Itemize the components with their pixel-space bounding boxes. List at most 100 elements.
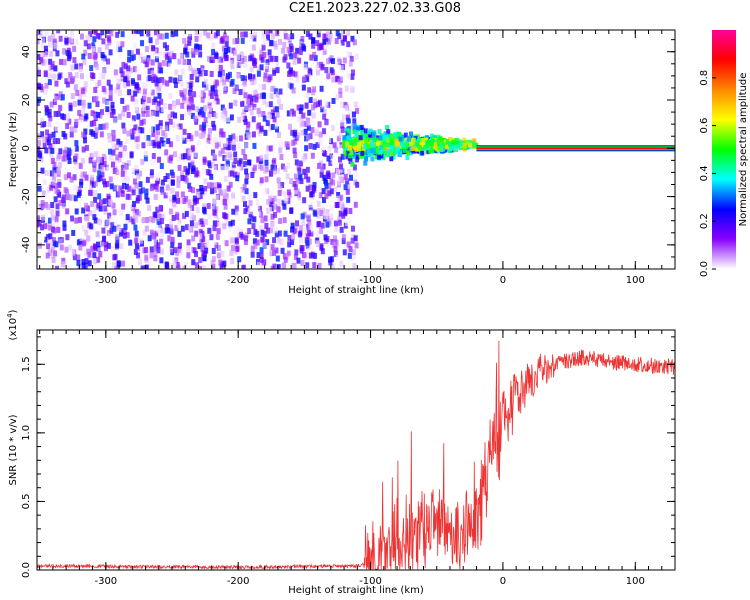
spectrogram-cell: [112, 209, 117, 216]
spectrogram-cell: [313, 210, 318, 217]
spectrogram-cell: [47, 248, 52, 255]
spectrogram-cell: [256, 65, 261, 72]
spectrogram-cell: [93, 132, 98, 139]
spectrogram-cell: [297, 167, 302, 174]
spectrogram-cell: [160, 213, 165, 220]
spectrogram-cell: [163, 175, 168, 182]
spectrogram-cell: [103, 245, 108, 252]
spectrogram-cell: [145, 111, 150, 118]
y-tick-label: 1.5: [21, 356, 32, 372]
spectrogram-cell: [220, 165, 225, 172]
spectrogram-cell: [317, 53, 322, 60]
spectrogram-cell: [121, 122, 126, 129]
spectrogram-cell: [69, 262, 74, 269]
spectrogram-cell: [203, 35, 208, 42]
spectrogram-cell: [352, 164, 357, 171]
spectrogram-cell: [140, 158, 145, 165]
spectrogram-cell: [134, 188, 139, 195]
spectrogram-cell: [66, 193, 71, 200]
spectrogram-cell: [158, 82, 163, 89]
spectrogram-cell: [198, 44, 203, 51]
spectrogram-cell: [103, 208, 108, 215]
spectrogram-cell: [159, 238, 164, 245]
spectrogram-cell: [363, 144, 368, 150]
spectrogram-cell: [202, 255, 207, 262]
spectrogram-cell: [352, 263, 357, 269]
spectrogram-cell: [150, 159, 155, 166]
spectrogram-cell: [66, 217, 71, 224]
spectrogram-cell: [203, 116, 208, 123]
spectrogram-cell: [214, 94, 219, 101]
spectrogram-cell: [273, 203, 278, 210]
spectrogram-cell: [192, 151, 197, 158]
spectrogram-cell: [283, 166, 288, 173]
spectrogram-cell: [168, 178, 173, 185]
spectrogram-cell: [135, 173, 140, 180]
spectrogram-cell: [106, 166, 111, 173]
spectrogram-cell: [347, 108, 352, 115]
spectrogram-cell: [52, 98, 57, 105]
spectrogram-cell: [111, 129, 116, 136]
spectrogram-cell: [330, 69, 335, 76]
spectrogram-cell: [180, 153, 185, 160]
spectrogram-cell: [115, 154, 120, 161]
spectrogram-cell: [170, 111, 175, 118]
spectrogram-cell: [289, 46, 294, 53]
spectrogram-cell: [74, 38, 79, 45]
spectrogram-cell: [282, 217, 287, 224]
spectrogram-cell: [120, 190, 125, 197]
spectrogram-cell: [103, 49, 108, 56]
spectrogram-cell: [351, 253, 356, 260]
spectrogram-cell: [371, 147, 376, 153]
spectrogram-cell: [235, 44, 240, 51]
spectrogram-cell: [220, 76, 225, 83]
spectrogram-cells: [37, 30, 675, 269]
spectrogram-cell: [376, 154, 381, 160]
spectrogram-cell: [298, 160, 303, 167]
spectrogram-cell: [186, 239, 191, 246]
spectrogram-cell: [200, 106, 205, 113]
spectrogram-cell: [353, 201, 358, 208]
spectrogram-cell: [244, 168, 249, 175]
spectrogram-cell: [203, 69, 208, 76]
spectrogram-cell: [274, 106, 279, 113]
spectrogram-cell: [305, 92, 310, 99]
spectrogram-cell: [317, 207, 322, 214]
spectrogram-cell: [334, 37, 339, 44]
spectrogram-cell: [105, 181, 110, 188]
spectrogram-cell: [430, 138, 435, 144]
spectrogram-cell: [364, 151, 369, 157]
spectrogram-cell: [269, 227, 274, 234]
x-tick-label: 100: [626, 275, 645, 286]
spectrogram-cell: [340, 75, 345, 82]
spectrogram-cell: [265, 239, 270, 246]
spectrogram-cell: [355, 154, 360, 160]
spectrogram-cell: [334, 226, 339, 233]
spectrogram-cell: [248, 94, 253, 101]
spectrogram-cell: [200, 246, 205, 253]
spectrogram-cell: [134, 205, 139, 212]
spectrogram-cell: [178, 248, 183, 255]
spectrogram-cell: [152, 48, 157, 55]
spectrogram-cell: [385, 137, 390, 143]
spectrogram-cell: [390, 149, 395, 155]
spectrogram-cell: [334, 202, 339, 209]
spectrogram-cell: [406, 136, 411, 142]
spectrogram-cell: [74, 140, 79, 147]
spectrogram-cell: [300, 260, 305, 267]
spectrogram-cell: [93, 180, 98, 187]
spectrogram-cell: [212, 124, 217, 131]
spectrogram-cell: [227, 165, 232, 172]
spectrogram-cell: [69, 37, 74, 44]
spectrogram-cell: [50, 33, 55, 40]
spectrogram-cell: [125, 104, 130, 111]
spectrogram-cell: [163, 192, 168, 199]
spectrogram-cell: [261, 69, 266, 76]
spectrogram-cell: [113, 253, 118, 260]
spectrogram-cell: [335, 61, 340, 68]
spectrogram-cell: [352, 123, 357, 129]
spectrogram-cell: [111, 135, 116, 142]
spectrogram-cell: [123, 223, 128, 230]
